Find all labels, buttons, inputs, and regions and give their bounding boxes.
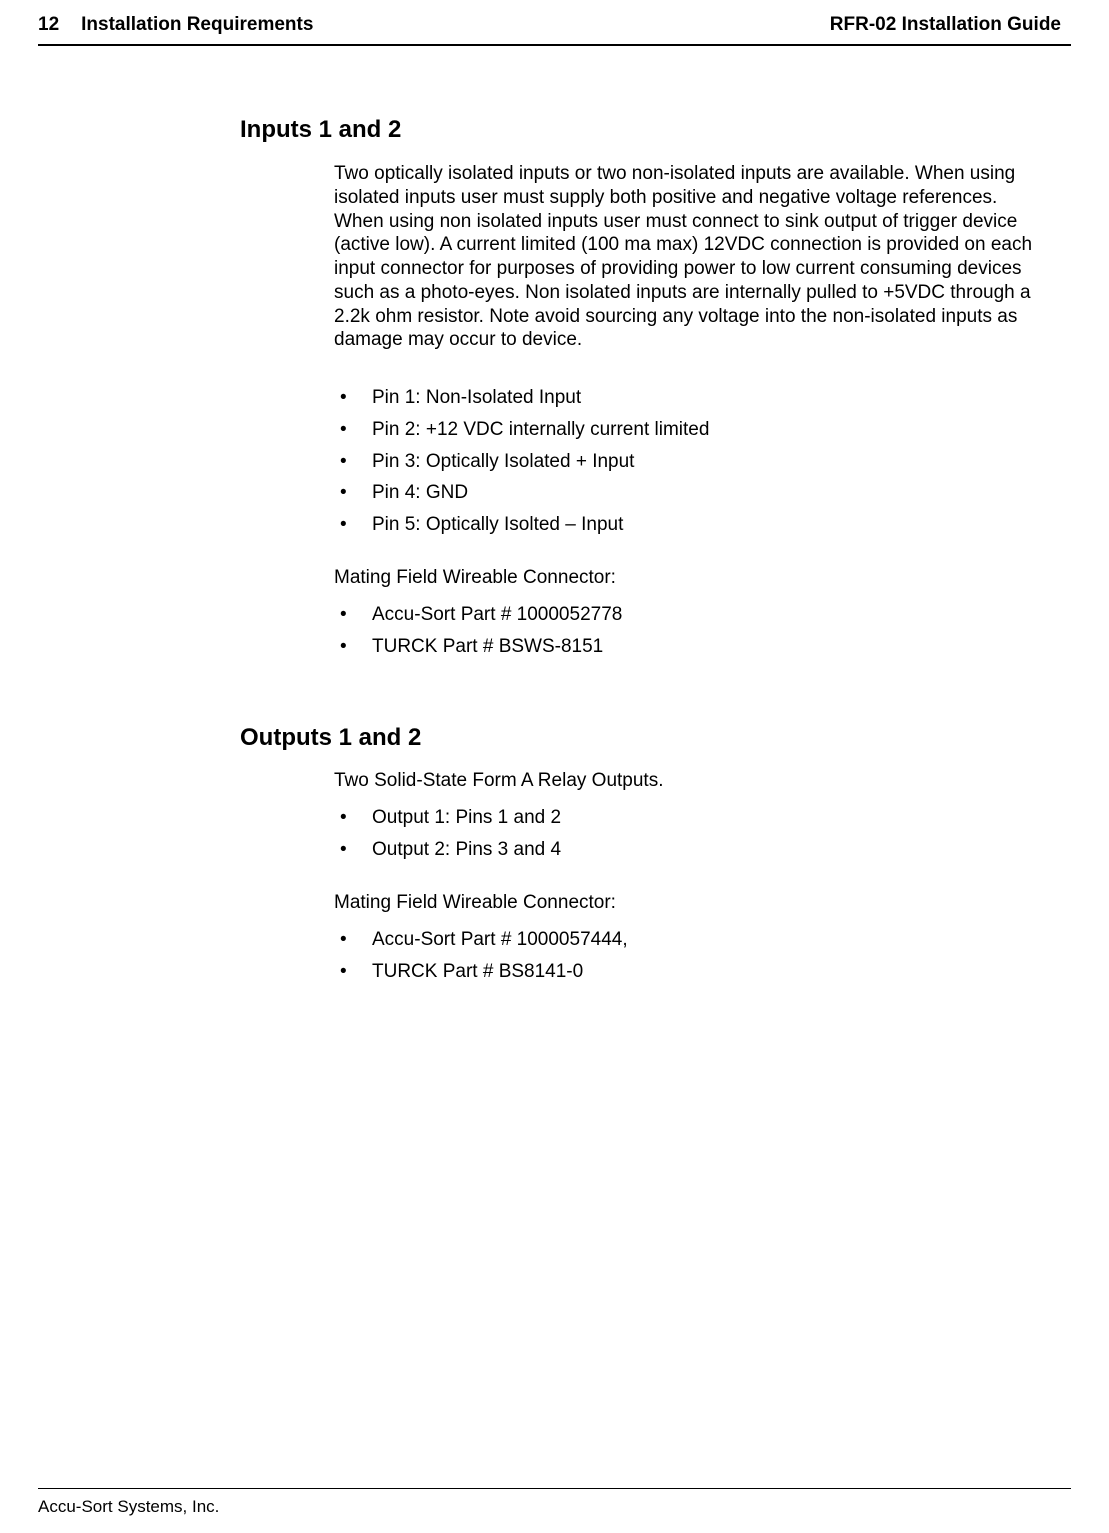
outputs-paragraph: Two Solid-State Form A Relay Outputs. xyxy=(334,770,1049,792)
header-doc-title: RFR-02 Installation Guide xyxy=(830,14,1061,36)
inputs-connector-label: Mating Field Wireable Connector: xyxy=(334,567,1049,589)
list-item: Pin 5: Optically Isolted – Input xyxy=(334,509,1049,541)
footer-rule xyxy=(38,1488,1071,1489)
outputs-pin-list: Output 1: Pins 1 and 2 Output 2: Pins 3 … xyxy=(334,802,1049,866)
inputs-pin-list: Pin 1: Non-Isolated Input Pin 2: +12 VDC… xyxy=(334,382,1049,541)
inputs-paragraph: Two optically isolated inputs or two non… xyxy=(334,162,1049,352)
list-item: TURCK Part # BS8141-0 xyxy=(334,956,1049,988)
page-number: 12 xyxy=(38,14,59,36)
inputs-connector-list: Accu-Sort Part # 1000052778 TURCK Part #… xyxy=(334,599,1049,663)
outputs-connector-list: Accu-Sort Part # 1000057444, TURCK Part … xyxy=(334,924,1049,988)
list-item: Output 1: Pins 1 and 2 xyxy=(334,802,1049,834)
list-item: TURCK Part # BSWS-8151 xyxy=(334,631,1049,663)
footer-company: Accu-Sort Systems, Inc. xyxy=(38,1497,219,1517)
page-header: 12 Installation Requirements RFR-02 Inst… xyxy=(0,0,1109,44)
inputs-heading: Inputs 1 and 2 xyxy=(240,116,1049,144)
outputs-connector-label: Mating Field Wireable Connector: xyxy=(334,892,1049,914)
list-item: Accu-Sort Part # 1000052778 xyxy=(334,599,1049,631)
list-item: Pin 1: Non-Isolated Input xyxy=(334,382,1049,414)
page-content: Inputs 1 and 2 Two optically isolated in… xyxy=(0,46,1109,987)
list-item: Pin 2: +12 VDC internally current limite… xyxy=(334,414,1049,446)
outputs-heading: Outputs 1 and 2 xyxy=(240,724,1049,752)
list-item: Pin 4: GND xyxy=(334,477,1049,509)
header-left: 12 Installation Requirements xyxy=(38,14,313,36)
list-item: Accu-Sort Part # 1000057444, xyxy=(334,924,1049,956)
header-section-title: Installation Requirements xyxy=(81,14,313,36)
list-item: Output 2: Pins 3 and 4 xyxy=(334,834,1049,866)
list-item: Pin 3: Optically Isolated + Input xyxy=(334,446,1049,478)
